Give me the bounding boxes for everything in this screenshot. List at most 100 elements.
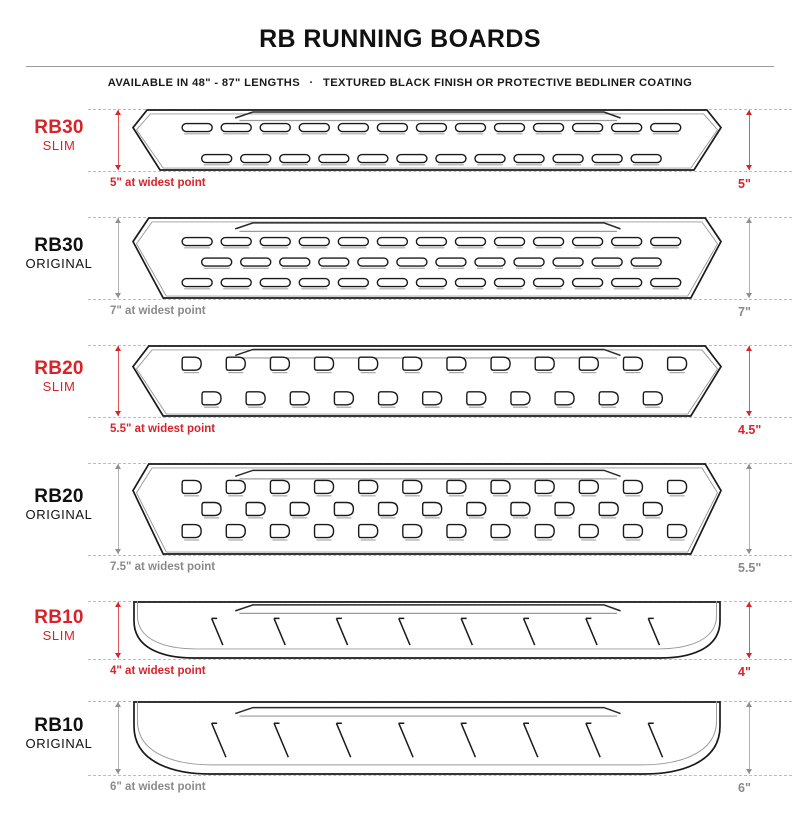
arrow-head-down <box>745 410 752 416</box>
arrow-head-up <box>745 463 752 469</box>
arrow-head-up <box>114 463 121 469</box>
tread-pattern-d-cutouts <box>181 479 688 541</box>
product-variant: ORIGINAL <box>25 736 93 752</box>
arrow-head-down <box>114 292 121 298</box>
board-outline <box>133 700 721 775</box>
product-label: RB10 ORIGINAL <box>0 714 118 753</box>
arrow-head-up <box>745 701 752 707</box>
guide-line-bottom <box>88 774 792 776</box>
product-variant: SLIM <box>42 379 76 395</box>
guide-line-bottom <box>88 554 792 556</box>
width-measurement-label: 5.5" at widest point <box>110 422 216 435</box>
arrow-head-up <box>114 217 121 223</box>
arrow-shaft <box>749 701 750 774</box>
board-bevel-line <box>135 220 719 297</box>
height-measurement-label: 7" <box>738 304 751 319</box>
subtitle-separator: · <box>309 76 314 89</box>
product-model: RB30 <box>34 116 84 138</box>
arrow-shaft <box>749 217 750 298</box>
arrow-head-down <box>114 164 121 170</box>
board-illustration-rb20-slim <box>132 344 722 417</box>
arrow-head-up <box>745 601 752 607</box>
arrow-head-up <box>114 109 121 115</box>
product-model: RB10 <box>34 714 84 736</box>
arrow-shaft <box>749 463 750 554</box>
arrow-head-down <box>114 410 121 416</box>
arrow-shaft <box>118 701 119 774</box>
product-row[interactable]: RB10 ORIGINAL 6" at widest point 6" <box>0 693 800 813</box>
product-variant: SLIM <box>42 138 76 154</box>
tread-pattern-pill-slots <box>181 236 682 289</box>
board-top-rail <box>235 603 621 612</box>
tread-pattern-pill-slots <box>181 122 682 165</box>
arrow-head-down <box>745 652 752 658</box>
product-label: RB10 SLIM <box>0 606 118 645</box>
product-row[interactable]: RB10 SLIM 4" at widest point 4" <box>0 593 800 693</box>
product-row[interactable]: RB30 ORIGINAL 7" at widest point 7" <box>0 209 800 337</box>
product-comparison-list: RB30 SLIM 5" at widest point 5" RB30 ORIGINAL… <box>0 101 800 813</box>
product-row[interactable]: RB30 SLIM 5" at widest point 5" <box>0 101 800 209</box>
product-label: RB20 ORIGINAL <box>0 486 118 524</box>
product-model: RB20 <box>34 357 84 379</box>
product-variant: ORIGINAL <box>25 256 93 272</box>
arrow-head-up <box>745 109 752 115</box>
board-illustration-rb20-original <box>132 462 722 555</box>
board-bevel-line <box>135 466 719 553</box>
subtitle-finish: TEXTURED BLACK FINISH OR PROTECTIVE BEDL… <box>323 76 693 89</box>
board-bevel-line <box>135 348 719 415</box>
arrow-head-down <box>114 548 121 554</box>
arrow-head-down <box>745 768 752 774</box>
board-top-rail <box>235 469 621 477</box>
guide-line-bottom <box>88 170 792 172</box>
arrow-shaft <box>749 345 750 416</box>
arrow-shaft <box>118 601 119 658</box>
product-row[interactable]: RB20 SLIM 5.5" at widest point 4.5" <box>0 337 800 455</box>
arrow-shaft <box>749 109 750 170</box>
height-measurement-label: 4" <box>738 664 751 679</box>
board-illustration-rb10-original <box>133 700 721 775</box>
board-illustration-rb30-original <box>132 216 722 299</box>
board-top-rail <box>235 348 621 356</box>
page-subtitle: AVAILABLE IN 48" - 87" LENGTHS · TEXTURE… <box>26 77 774 89</box>
arrow-head-up <box>745 217 752 223</box>
width-measurement-label: 7" at widest point <box>110 304 206 317</box>
product-label: RB30 SLIM <box>0 116 118 155</box>
arrow-head-up <box>114 601 121 607</box>
arrow-head-up <box>114 345 121 351</box>
arrow-shaft <box>118 463 119 554</box>
product-model: RB30 <box>34 234 84 256</box>
product-row[interactable]: RB20 ORIGINAL 7.5" at widest point 5.5" <box>0 455 800 593</box>
board-illustration-rb30-slim <box>132 108 722 171</box>
board-outline <box>133 600 721 659</box>
width-measurement-label: 5" at widest point <box>110 176 206 189</box>
guide-line-bottom <box>88 416 792 418</box>
product-label: RB20 SLIM <box>0 357 118 396</box>
product-variant: SLIM <box>42 628 76 644</box>
tread-pattern-slash-marks <box>210 721 664 758</box>
arrow-shaft <box>749 601 750 658</box>
height-measurement-label: 4.5" <box>738 422 762 437</box>
product-variant: ORIGINAL <box>25 507 93 523</box>
arrow-head-down <box>114 768 121 774</box>
arrow-head-down <box>114 652 121 658</box>
arrow-head-up <box>114 701 121 707</box>
height-measurement-label: 6" <box>738 780 751 795</box>
page-title: RB RUNNING BOARDS <box>259 25 541 53</box>
arrow-shaft <box>118 109 119 170</box>
page-header: RB RUNNING BOARDS AVAILABLE IN 48" - 87"… <box>0 0 800 89</box>
arrow-shaft <box>118 217 119 298</box>
board-bevel-line <box>135 112 719 169</box>
board-illustration-rb10-slim <box>133 600 721 659</box>
arrow-head-down <box>745 164 752 170</box>
product-model: RB10 <box>34 606 84 628</box>
board-top-rail <box>235 110 621 119</box>
board-outline <box>132 344 722 417</box>
arrow-head-down <box>745 548 752 554</box>
arrow-head-down <box>745 292 752 298</box>
header-divider <box>26 65 774 67</box>
guide-line-bottom <box>88 298 792 300</box>
height-measurement-label: 5.5" <box>738 560 762 575</box>
width-measurement-label: 7.5" at widest point <box>110 560 216 573</box>
width-measurement-label: 6" at widest point <box>110 780 206 793</box>
board-bevel-line <box>136 700 718 765</box>
